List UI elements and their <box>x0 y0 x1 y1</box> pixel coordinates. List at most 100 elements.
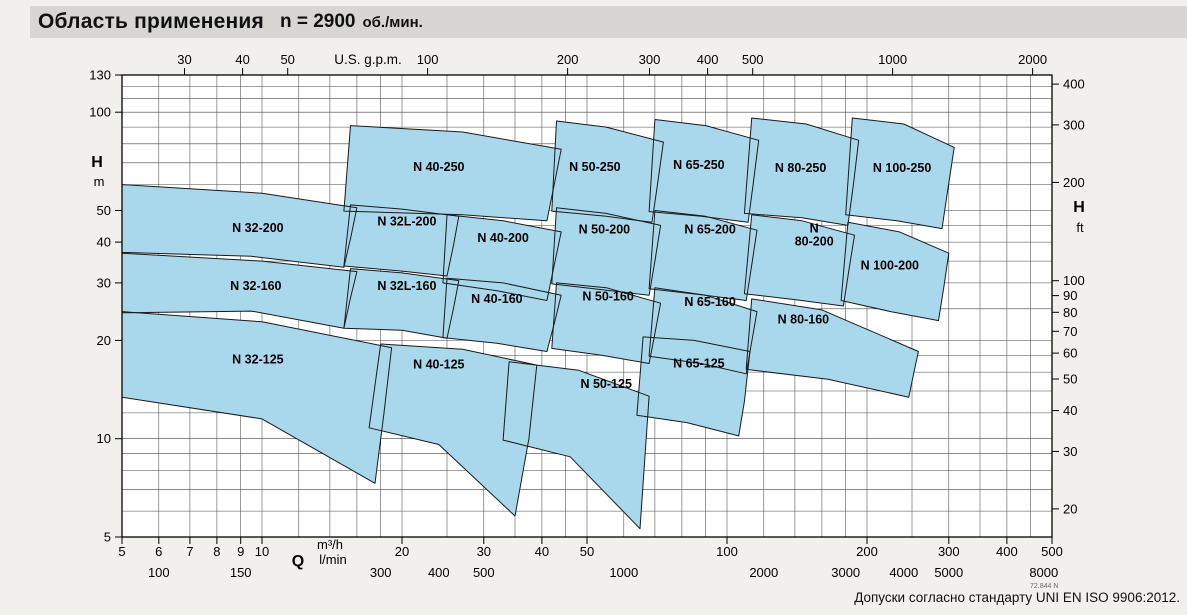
pump-region-label: N 65-200 <box>684 223 735 237</box>
bottom-axis-unit-lmin: l/min <box>319 552 346 567</box>
pump-region-fill <box>343 268 459 339</box>
bottom-axis-tick-label: 5 <box>118 544 125 559</box>
pump-region-fill <box>122 184 357 268</box>
bottom-axis-tick-label: 100 <box>716 544 738 559</box>
bottom-axis-tick-label: 20 <box>395 544 409 559</box>
pump-region-outline <box>551 120 664 223</box>
pump-region-fill <box>369 344 537 516</box>
right-axis-symbol: H <box>1073 199 1085 216</box>
pump-region-label: N 32-160 <box>230 279 281 293</box>
pump-region-label: N 80-160 <box>778 313 829 327</box>
pump-region-outline <box>648 119 760 223</box>
bottom-axis-unit-m3h: m³/h <box>317 537 343 552</box>
top-axis-tick-label: 40 <box>235 52 249 67</box>
pump-region-label: N 40-160 <box>471 292 522 306</box>
pump-region-outline <box>648 210 758 301</box>
pump-region-outline <box>551 207 662 296</box>
right-axis-tick-label: 400 <box>1063 77 1085 92</box>
pump-region-label: N 50-250 <box>569 160 620 174</box>
pump-region-outline <box>840 221 950 322</box>
bottom-axis-tick-label: 30 <box>477 544 491 559</box>
pump-region-label: N 65-125 <box>673 357 724 371</box>
pump-region-fill <box>503 361 650 529</box>
right-axis-tick-label: 70 <box>1063 324 1077 339</box>
lmin-axis-tick-label: 150 <box>230 565 252 580</box>
left-axis-tick-label: 30 <box>97 275 111 290</box>
right-axis-tick-label: 40 <box>1063 403 1077 418</box>
pump-region-label: N 65-160 <box>684 295 735 309</box>
top-axis-unit-label: U.S. g.p.m. <box>334 52 402 67</box>
pump-region-fill <box>442 214 562 301</box>
pump-region-fill <box>343 204 459 276</box>
bottom-axis-tick-label: 6 <box>155 544 162 559</box>
pump-region-label: N 65-250 <box>673 158 724 172</box>
bottom-axis-tick-label: 10 <box>255 544 269 559</box>
left-axis-tick-label: 10 <box>97 431 111 446</box>
right-axis-unit: ft <box>1076 220 1084 235</box>
pump-region-fill <box>551 282 661 364</box>
pump-region-fill <box>841 222 949 321</box>
pump-region-outline <box>121 252 358 329</box>
pump-region-outline <box>745 298 919 398</box>
bottom-axis-tick-label: 9 <box>237 544 244 559</box>
top-axis-tick-label: 400 <box>697 52 719 67</box>
pump-region-outline <box>743 214 855 307</box>
lmin-axis-tick-label: 300 <box>370 565 392 580</box>
pump-region-outline <box>636 336 751 437</box>
bottom-axis-symbol: Q <box>292 553 304 570</box>
pump-region-label: N 100-250 <box>873 161 931 175</box>
pump-region-fill <box>122 311 392 484</box>
bottom-axis-tick-label: 500 <box>1041 544 1063 559</box>
lmin-axis-tick-label: 8000 <box>1029 565 1058 580</box>
pump-region-outline <box>442 277 562 352</box>
pump-region-label: N 32-200 <box>232 221 283 235</box>
pump-region-outline <box>368 343 538 517</box>
footer-note: Допуски согласно стандарту UNI EN ISO 99… <box>854 590 1180 605</box>
lmin-axis-tick-label: 1000 <box>609 565 638 580</box>
top-axis-tick-label: 2000 <box>1018 52 1047 67</box>
lmin-axis-tick-label: 500 <box>473 565 495 580</box>
pump-region-label: N 32L-160 <box>377 279 436 293</box>
pump-region-fill <box>343 125 562 221</box>
right-axis-tick-label: 20 <box>1063 501 1077 516</box>
pump-region-outline <box>743 117 860 226</box>
lmin-axis-tick-label: 4000 <box>889 565 918 580</box>
top-axis-tick-label: 200 <box>557 52 579 67</box>
page-title: Область применения <box>38 10 264 33</box>
pump-region-fill <box>122 253 357 329</box>
bottom-axis-tick-label: 400 <box>996 544 1018 559</box>
pump-region-fill <box>746 298 919 398</box>
pump-region-label: N 50-125 <box>580 377 631 391</box>
pump-region-outline <box>343 268 460 339</box>
right-axis-tick-label: 50 <box>1063 372 1077 387</box>
pump-region-outline <box>845 117 955 230</box>
pump-region-fill <box>744 118 859 226</box>
left-axis-tick-label: 5 <box>104 530 111 545</box>
page-title-speed: n = 2900 <box>279 11 356 32</box>
right-axis-tick-label: 90 <box>1063 288 1077 303</box>
lmin-axis-tick-label: 400 <box>428 565 450 580</box>
right-axis-tick-label: 300 <box>1063 117 1085 132</box>
pump-region-fill <box>649 210 757 301</box>
bottom-axis-tick-label: 8 <box>213 544 220 559</box>
pump-region-fill <box>845 118 955 229</box>
bottom-axis-tick-label: 300 <box>938 544 960 559</box>
top-axis-tick-label: 500 <box>742 52 764 67</box>
pump-region-fill <box>649 119 759 223</box>
lmin-axis-tick-label: 3000 <box>831 565 860 580</box>
pump-region-label: N 100-200 <box>861 258 919 272</box>
pump-region-outline <box>648 287 758 375</box>
pump-region-outline <box>121 311 393 484</box>
left-axis-tick-label: 100 <box>89 105 111 120</box>
pump-region-outline <box>551 282 662 364</box>
right-axis-tick-label: 60 <box>1063 346 1077 361</box>
pump-region-label: N 50-160 <box>582 290 633 304</box>
lmin-axis-tick-label: 100 <box>148 565 170 580</box>
bottom-axis-tick-label: 40 <box>535 544 549 559</box>
pump-region-label: N 40-200 <box>477 231 528 245</box>
pump-region-label: N 32-125 <box>232 353 283 367</box>
pump-region-label: N 50-200 <box>579 223 630 237</box>
pump-region-label: N 40-250 <box>413 160 464 174</box>
right-axis-tick-label: 80 <box>1063 305 1077 320</box>
